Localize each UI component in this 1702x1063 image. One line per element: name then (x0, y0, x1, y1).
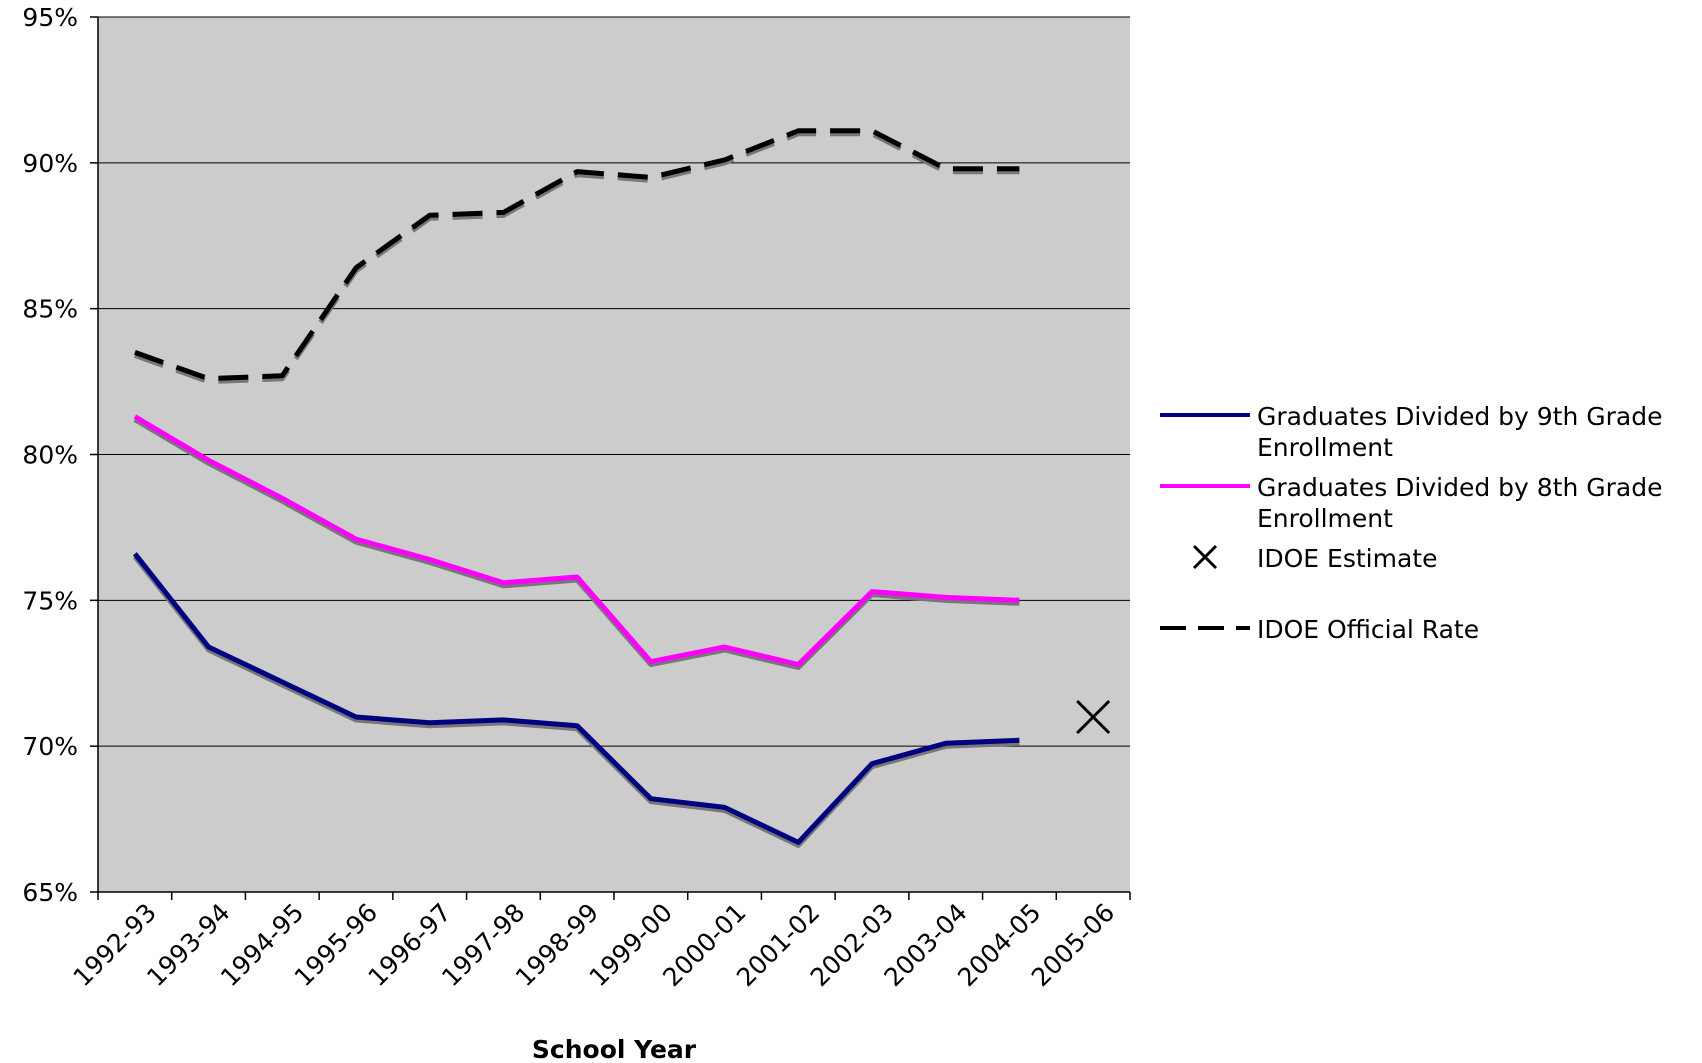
legend-label: Enrollment (1257, 433, 1393, 462)
y-tick-label: 65% (22, 878, 78, 907)
y-tick-label: 90% (22, 149, 78, 178)
series-4 (134, 128, 1020, 385)
x-axis-ticks: 1992-931993-941994-951995-961996-971997-… (68, 892, 1131, 992)
legend-label: IDOE Official Rate (1257, 615, 1479, 644)
gridlines (98, 16, 1130, 747)
legend-label: Enrollment (1257, 504, 1393, 533)
legend-x-icon (1192, 544, 1218, 570)
y-axis-ticks: 65% 70% 75% 80% 85% 90% 95% (22, 3, 98, 907)
y-tick-label: 70% (22, 732, 78, 761)
y-tick-label: 80% (22, 441, 78, 470)
estimate-marker (1076, 699, 1111, 735)
series-layer (132, 128, 1111, 848)
series-shadow (134, 131, 1020, 385)
legend-entry-3: IDOE Estimate (1192, 544, 1437, 573)
series-2 (133, 414, 1020, 670)
series-3 (1076, 699, 1111, 735)
series-line (133, 414, 1020, 667)
legend-entry-4: IDOE Official Rate (1160, 615, 1479, 644)
y-tick-label: 75% (22, 586, 78, 615)
marker-stroke (1076, 699, 1111, 735)
legend: Graduates Divided by 9th GradeEnrollment… (1160, 402, 1663, 644)
y-tick-label: 95% (22, 3, 78, 32)
legend-label: IDOE Estimate (1257, 544, 1437, 573)
series-1 (132, 552, 1020, 848)
marker-stroke (1192, 544, 1218, 570)
y-tick-label: 85% (22, 295, 78, 324)
legend-label: Graduates Divided by 8th Grade (1257, 473, 1663, 502)
x-axis-title: School Year (532, 1035, 697, 1063)
series-line (132, 552, 1020, 845)
legend-label: Graduates Divided by 9th Grade (1257, 402, 1663, 431)
series-line (134, 128, 1020, 382)
